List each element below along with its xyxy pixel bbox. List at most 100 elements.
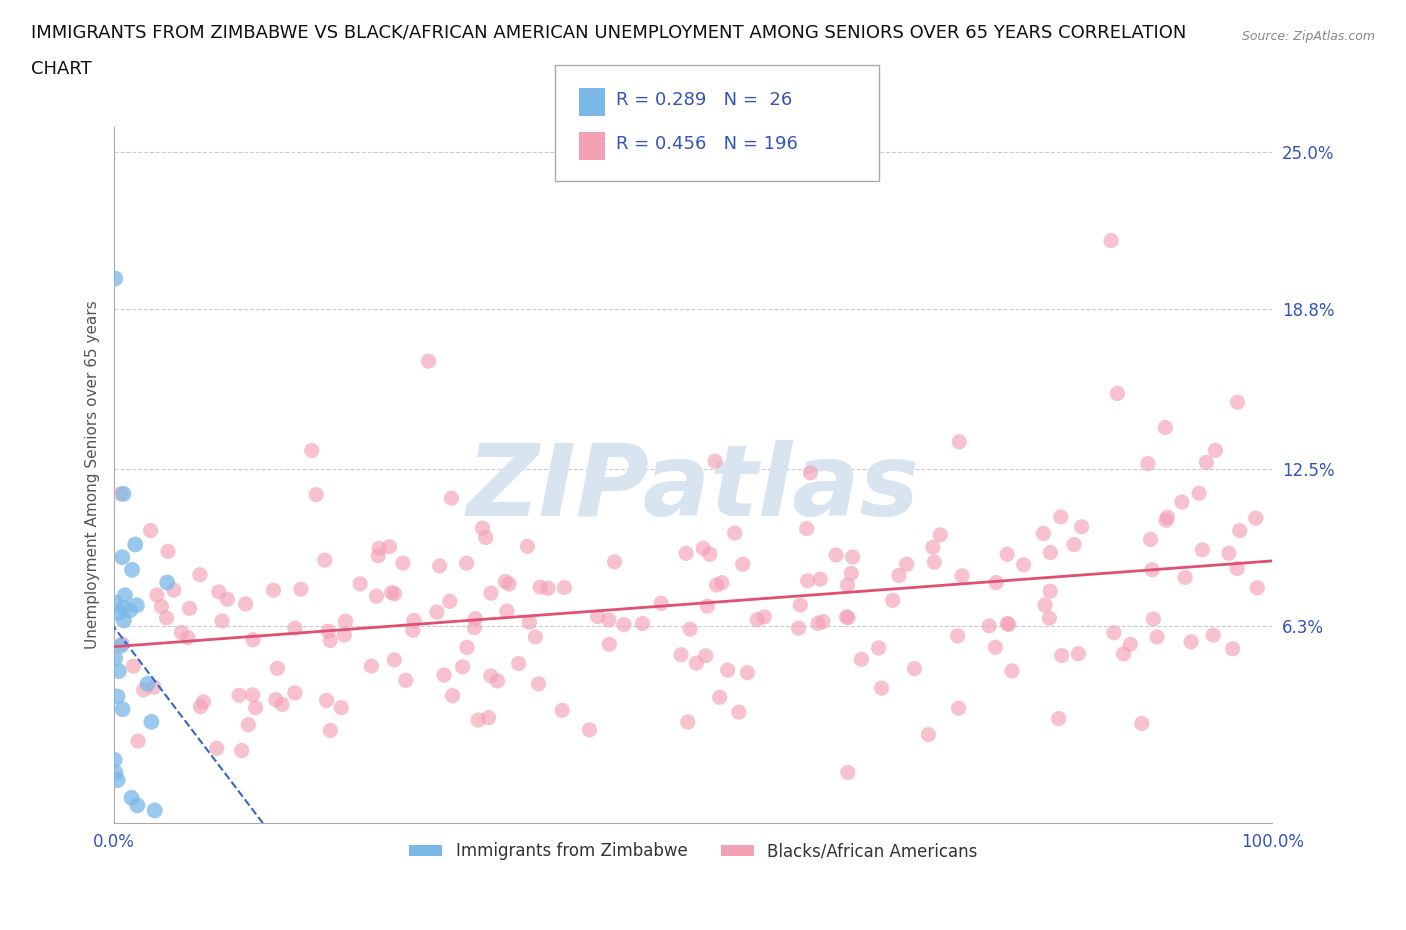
Point: [479, 586, 502, 601]
Point: [1226, 394, 1249, 409]
Point: [1039, 584, 1062, 599]
Point: [811, 614, 834, 629]
Text: R = 0.456   N = 196: R = 0.456 N = 196: [616, 135, 797, 153]
Point: [519, 615, 541, 630]
Point: [235, 596, 257, 611]
Point: [917, 727, 939, 742]
Point: [1070, 519, 1092, 534]
Point: [124, 538, 146, 552]
Point: [796, 574, 818, 589]
Point: [728, 705, 751, 720]
Point: [104, 651, 127, 666]
Point: [433, 668, 456, 683]
Point: [1202, 628, 1225, 643]
Point: [381, 585, 404, 600]
Point: [335, 614, 357, 629]
Point: [402, 623, 425, 638]
Point: [731, 557, 754, 572]
Point: [699, 547, 721, 562]
Point: [737, 665, 759, 680]
Point: [1032, 526, 1054, 541]
Point: [441, 688, 464, 703]
Point: [882, 593, 904, 608]
Point: [1033, 598, 1056, 613]
Point: [553, 580, 575, 595]
Point: [679, 622, 702, 637]
Text: IMMIGRANTS FROM ZIMBABWE VS BLACK/AFRICAN AMERICAN UNEMPLOYMENT AMONG SENIORS OV: IMMIGRANTS FROM ZIMBABWE VS BLACK/AFRICA…: [31, 23, 1187, 41]
Point: [143, 803, 166, 817]
Point: [125, 598, 148, 613]
Point: [107, 605, 129, 620]
Point: [143, 680, 166, 695]
Point: [1067, 646, 1090, 661]
Point: [586, 609, 609, 624]
Point: [284, 620, 307, 635]
Point: [948, 701, 970, 716]
Point: [1038, 611, 1060, 626]
Point: [127, 734, 149, 749]
Point: [263, 583, 285, 598]
Point: [841, 550, 863, 565]
Point: [887, 568, 910, 583]
Point: [163, 583, 186, 598]
Point: [193, 695, 215, 710]
Text: CHART: CHART: [31, 60, 91, 78]
Point: [837, 610, 859, 625]
Point: [578, 723, 600, 737]
Point: [111, 636, 134, 651]
Point: [266, 661, 288, 676]
Point: [754, 609, 776, 624]
Point: [692, 541, 714, 556]
Point: [121, 790, 143, 805]
Point: [1136, 456, 1159, 471]
Point: [950, 568, 973, 583]
Point: [613, 618, 636, 632]
Point: [429, 559, 451, 574]
Point: [456, 640, 478, 655]
Point: [110, 638, 132, 653]
Point: [516, 538, 538, 553]
Point: [366, 589, 388, 604]
Point: [179, 601, 201, 616]
Point: [717, 663, 740, 678]
Point: [271, 697, 294, 711]
Point: [107, 773, 129, 788]
Point: [1001, 663, 1024, 678]
Point: [290, 582, 312, 597]
Point: [1244, 511, 1267, 525]
Point: [706, 578, 728, 592]
Point: [1142, 612, 1164, 627]
Point: [479, 669, 502, 684]
Point: [463, 620, 485, 635]
Point: [245, 700, 267, 715]
Point: [1229, 524, 1251, 538]
Point: [333, 628, 356, 643]
Point: [395, 673, 418, 688]
Point: [451, 659, 474, 674]
Point: [439, 594, 461, 609]
Point: [837, 578, 859, 592]
Point: [112, 613, 135, 628]
Point: [1191, 542, 1213, 557]
Point: [551, 703, 574, 718]
Point: [314, 552, 336, 567]
Point: [524, 630, 547, 644]
Point: [903, 661, 925, 676]
Point: [368, 541, 391, 556]
Point: [948, 434, 970, 449]
Point: [474, 530, 496, 545]
Point: [360, 658, 382, 673]
Point: [127, 798, 149, 813]
Point: [1222, 642, 1244, 657]
Text: Source: ZipAtlas.com: Source: ZipAtlas.com: [1241, 30, 1375, 43]
Point: [440, 491, 463, 506]
Point: [1063, 538, 1085, 552]
Point: [1204, 443, 1226, 458]
Point: [603, 554, 626, 569]
Point: [896, 557, 918, 572]
Point: [211, 614, 233, 629]
Point: [825, 548, 848, 563]
Point: [301, 443, 323, 458]
Point: [1154, 420, 1177, 435]
Point: [789, 598, 811, 613]
